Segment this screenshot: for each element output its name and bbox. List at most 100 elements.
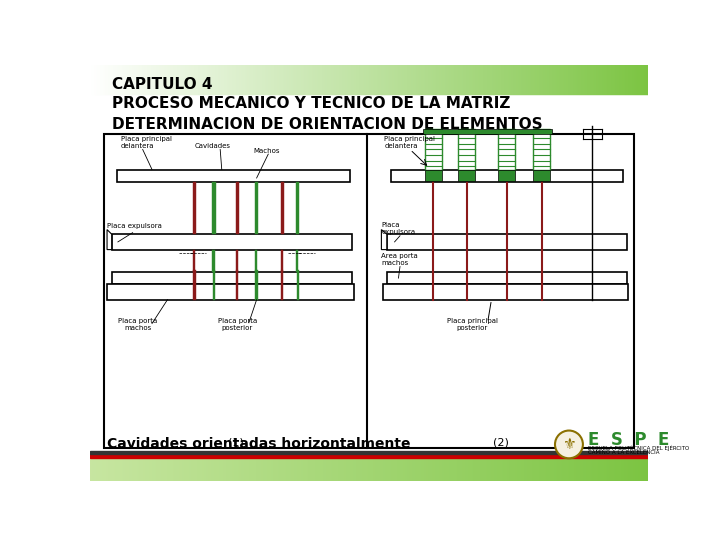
- Text: (1): (1): [228, 438, 243, 448]
- Bar: [245, 65, 246, 94]
- Bar: [530, 457, 531, 481]
- Bar: [582, 65, 583, 94]
- Bar: [371, 65, 372, 94]
- Bar: [606, 65, 607, 94]
- Bar: [264, 457, 265, 481]
- Bar: [425, 170, 442, 181]
- Bar: [570, 457, 571, 481]
- Bar: [193, 457, 194, 481]
- Bar: [522, 65, 523, 94]
- Bar: [214, 457, 215, 481]
- Bar: [476, 457, 477, 481]
- Bar: [276, 457, 277, 481]
- Bar: [438, 65, 439, 94]
- Bar: [255, 249, 258, 272]
- Bar: [383, 457, 384, 481]
- Text: Area porta
machos: Area porta machos: [382, 253, 418, 266]
- Bar: [435, 65, 436, 94]
- Bar: [449, 457, 451, 481]
- Bar: [419, 65, 420, 94]
- Bar: [275, 65, 276, 94]
- Bar: [211, 65, 212, 94]
- Bar: [296, 457, 297, 481]
- Bar: [393, 65, 394, 94]
- Bar: [242, 457, 243, 481]
- Bar: [96, 457, 97, 481]
- Bar: [350, 457, 351, 481]
- Bar: [568, 65, 569, 94]
- Bar: [289, 457, 290, 481]
- Bar: [521, 65, 522, 94]
- Bar: [118, 65, 119, 94]
- Bar: [640, 65, 641, 94]
- Bar: [422, 65, 423, 94]
- Bar: [436, 457, 437, 481]
- Bar: [173, 65, 174, 94]
- Bar: [317, 457, 318, 481]
- Bar: [325, 65, 326, 94]
- Bar: [229, 65, 230, 94]
- Bar: [420, 457, 421, 481]
- Bar: [143, 65, 144, 94]
- Bar: [434, 457, 435, 481]
- Bar: [111, 457, 112, 481]
- Bar: [529, 457, 530, 481]
- Bar: [197, 457, 198, 481]
- Bar: [281, 182, 284, 234]
- Bar: [123, 457, 124, 481]
- Bar: [550, 457, 551, 481]
- Bar: [478, 457, 479, 481]
- Bar: [178, 457, 179, 481]
- Bar: [575, 457, 576, 481]
- Bar: [603, 65, 604, 94]
- Bar: [599, 65, 600, 94]
- Bar: [559, 65, 560, 94]
- Bar: [215, 457, 216, 481]
- Bar: [181, 457, 182, 481]
- Bar: [587, 457, 588, 481]
- Bar: [172, 457, 173, 481]
- Bar: [593, 457, 594, 481]
- Bar: [361, 457, 362, 481]
- Bar: [186, 457, 187, 481]
- Bar: [244, 457, 245, 481]
- Bar: [500, 65, 502, 94]
- Bar: [515, 457, 516, 481]
- Bar: [203, 65, 204, 94]
- Bar: [594, 65, 595, 94]
- Bar: [228, 65, 229, 94]
- Bar: [248, 457, 249, 481]
- Bar: [638, 457, 639, 481]
- Bar: [553, 65, 554, 94]
- Bar: [381, 457, 382, 481]
- Bar: [387, 65, 388, 94]
- Bar: [526, 457, 527, 481]
- Bar: [350, 65, 351, 94]
- Bar: [540, 65, 541, 94]
- Bar: [331, 65, 332, 94]
- Bar: [359, 457, 360, 481]
- Bar: [366, 457, 367, 481]
- Bar: [485, 65, 486, 94]
- Bar: [632, 457, 634, 481]
- Bar: [458, 130, 475, 170]
- Bar: [464, 65, 465, 94]
- Bar: [453, 457, 454, 481]
- Bar: [235, 182, 239, 234]
- Bar: [556, 457, 557, 481]
- Bar: [564, 65, 565, 94]
- Bar: [500, 457, 502, 481]
- Bar: [459, 65, 461, 94]
- Bar: [160, 457, 161, 481]
- Bar: [477, 65, 478, 94]
- Bar: [169, 457, 170, 481]
- Bar: [184, 457, 185, 481]
- Bar: [646, 457, 647, 481]
- Bar: [578, 65, 579, 94]
- Bar: [224, 457, 225, 481]
- Bar: [411, 457, 412, 481]
- Bar: [292, 457, 293, 481]
- Bar: [583, 65, 584, 94]
- Bar: [636, 65, 637, 94]
- Bar: [392, 457, 393, 481]
